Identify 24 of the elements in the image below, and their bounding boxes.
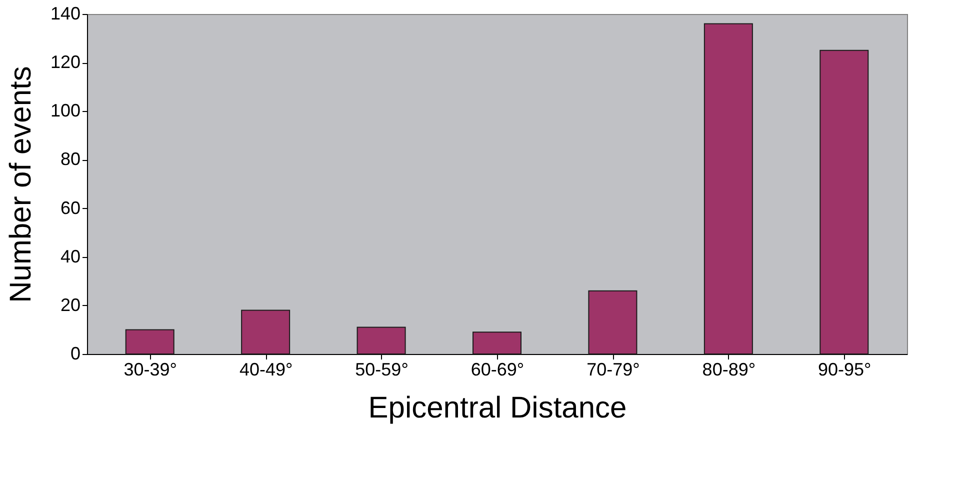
bar <box>241 310 290 354</box>
bar <box>472 332 522 354</box>
y-tick-label: 140 <box>50 4 80 24</box>
x-tick-label: 60-69° <box>470 360 524 380</box>
x-axis-title: Epicentral Distance <box>368 392 627 424</box>
y-tick-label: 100 <box>50 100 80 121</box>
bar <box>356 326 406 354</box>
y-tick-label: 0 <box>70 344 80 364</box>
bar <box>704 23 753 354</box>
bar <box>820 50 869 354</box>
y-tick-label: 40 <box>60 246 80 266</box>
bar <box>125 329 174 354</box>
y-tick-label: 20 <box>60 294 80 315</box>
x-tick-label: 40-49° <box>239 360 293 380</box>
x-tick-label: 90-95° <box>818 360 872 380</box>
x-tick-label: 70-79° <box>586 360 640 380</box>
bar <box>588 290 638 354</box>
y-tick-label: 80 <box>60 149 80 170</box>
x-tick-label: 30-39° <box>124 360 177 380</box>
y-tick-label: 120 <box>50 52 80 72</box>
x-tick-label: 50-59° <box>355 360 408 380</box>
x-tick-label: 80-89° <box>702 360 756 380</box>
y-axis-title: Number of events <box>4 66 38 303</box>
y-tick-label: 60 <box>60 198 80 218</box>
